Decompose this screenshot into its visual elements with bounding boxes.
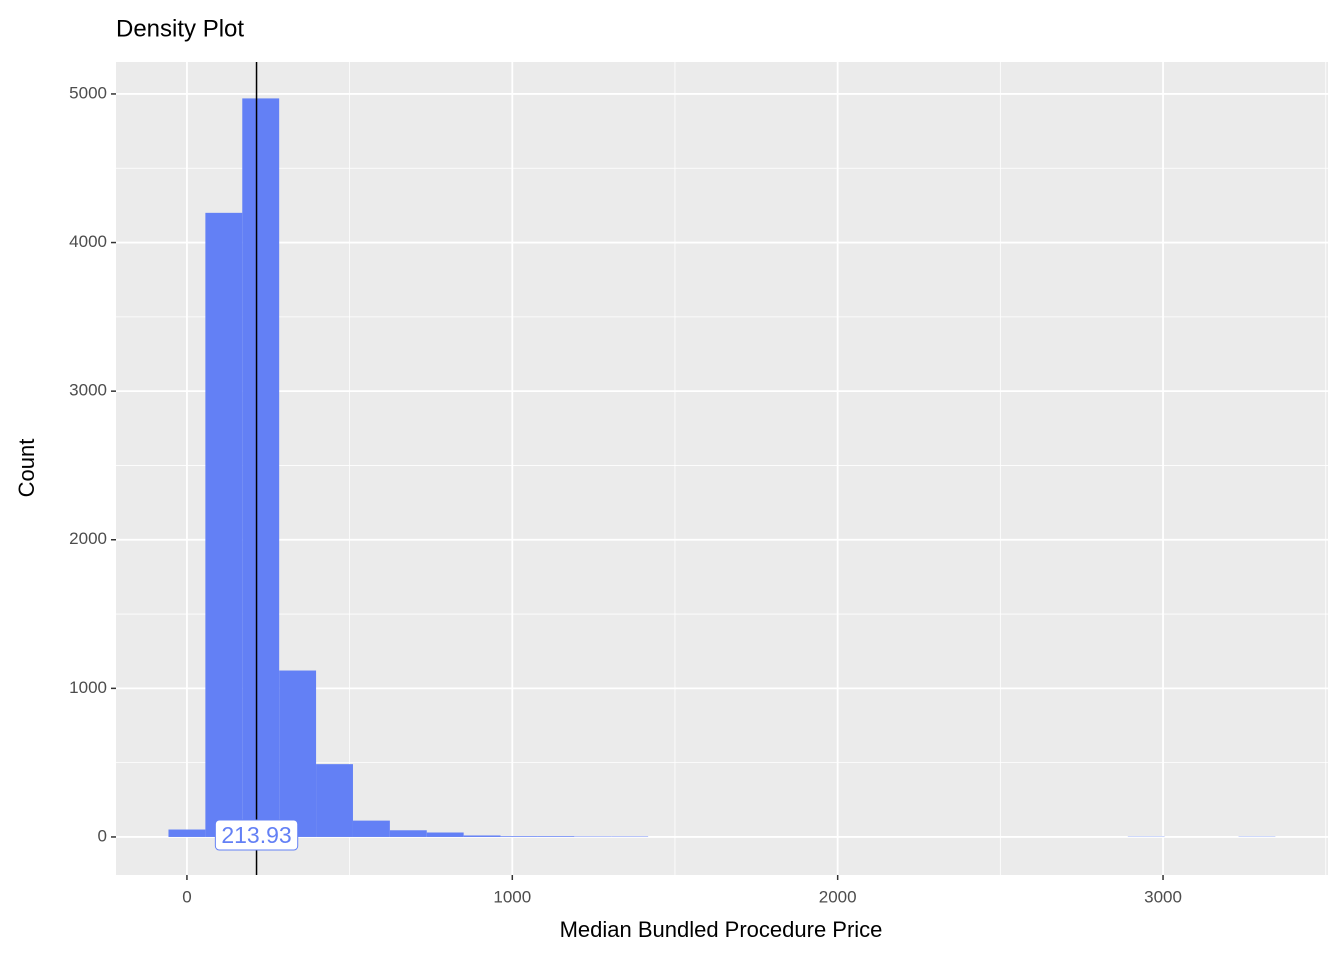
y-tick-label: 0: [98, 826, 107, 845]
bar: [427, 832, 464, 836]
x-tick-label: 2000: [819, 887, 857, 906]
x-axis-title: Median Bundled Procedure Price: [560, 917, 883, 942]
bar: [279, 671, 316, 837]
chart-title: Density Plot: [116, 15, 244, 42]
bar: [464, 835, 501, 836]
y-tick-label: 4000: [69, 232, 107, 251]
x-tick-label: 3000: [1144, 887, 1182, 906]
x-tick-label: 0: [182, 887, 191, 906]
reference-label: 213.93: [221, 822, 291, 848]
x-tick-label: 1000: [493, 887, 531, 906]
y-tick-label: 2000: [69, 529, 107, 548]
y-tick-label: 3000: [69, 381, 107, 400]
bar: [205, 213, 242, 837]
bar: [316, 764, 353, 837]
bar: [242, 98, 279, 837]
bar: [501, 836, 538, 837]
bar: [168, 830, 205, 837]
y-axis-title: Count: [14, 439, 39, 498]
y-tick-label: 1000: [69, 678, 107, 697]
bar: [537, 836, 574, 837]
bar: [353, 821, 390, 837]
y-tick-label: 5000: [69, 83, 107, 102]
bar: [390, 830, 427, 837]
